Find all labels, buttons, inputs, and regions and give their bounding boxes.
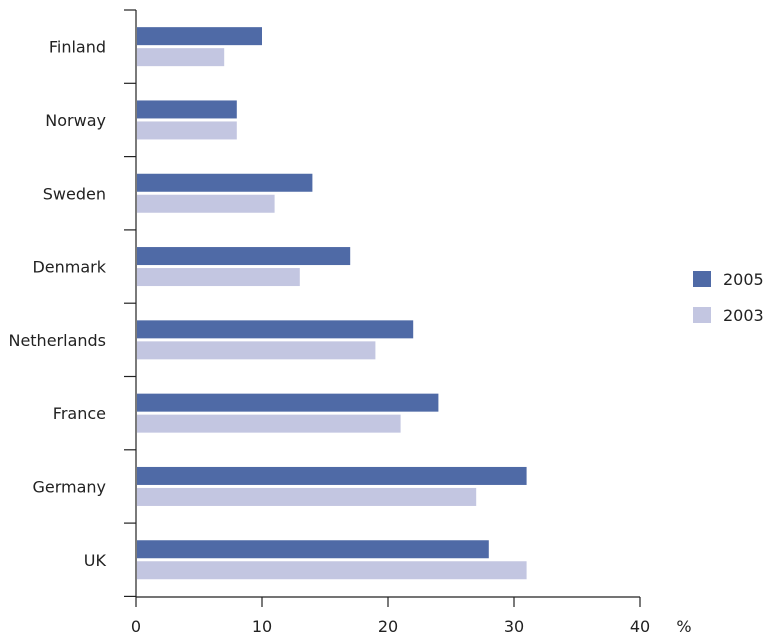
bar-denmark-2003 (137, 268, 300, 287)
x-unit-label: % (676, 617, 691, 636)
bar-uk-2005 (137, 540, 489, 559)
category-label-netherlands: Netherlands (8, 331, 106, 350)
legend-label-2003: 2003 (723, 306, 764, 325)
category-label-sweden: Sweden (43, 184, 106, 203)
category-label-germany: Germany (32, 477, 106, 496)
bar-netherlands-2005 (137, 320, 414, 339)
bar-sweden-2003 (137, 194, 275, 213)
bar-netherlands-2003 (137, 341, 376, 360)
legend: 2005 2003 (693, 270, 764, 325)
x-tick-label-0: 0 (131, 617, 141, 636)
x-tick-label-20: 20 (378, 617, 398, 636)
bar-germany-2003 (137, 487, 477, 506)
bar-germany-2005 (137, 466, 527, 485)
ticks-layer (124, 9, 641, 607)
bar-france-2005 (137, 393, 439, 412)
category-label-norway: Norway (45, 111, 106, 130)
labels-layer: Finland Norway Sweden Denmark Netherlands Fra… (8, 38, 691, 636)
category-label-finland: Finland (49, 38, 106, 57)
bar-france-2003 (137, 414, 401, 433)
x-tick-label-30: 30 (504, 617, 524, 636)
legend-label-2005: 2005 (723, 270, 764, 289)
x-tick-label-40: 40 (630, 617, 650, 636)
bar-norway-2005 (137, 100, 237, 119)
category-label-uk: UK (84, 551, 107, 570)
bars-layer (137, 27, 527, 580)
legend-swatch-2005 (693, 271, 711, 287)
bar-uk-2003 (137, 561, 527, 580)
bar-norway-2003 (137, 121, 237, 140)
bar-sweden-2005 (137, 173, 313, 192)
bar-denmark-2005 (137, 247, 351, 266)
category-label-denmark: Denmark (32, 258, 106, 277)
x-tick-label-10: 10 (252, 617, 272, 636)
bar-finland-2003 (137, 48, 225, 67)
bar-finland-2005 (137, 27, 262, 46)
category-label-france: France (53, 404, 106, 423)
legend-swatch-2003 (693, 307, 711, 323)
